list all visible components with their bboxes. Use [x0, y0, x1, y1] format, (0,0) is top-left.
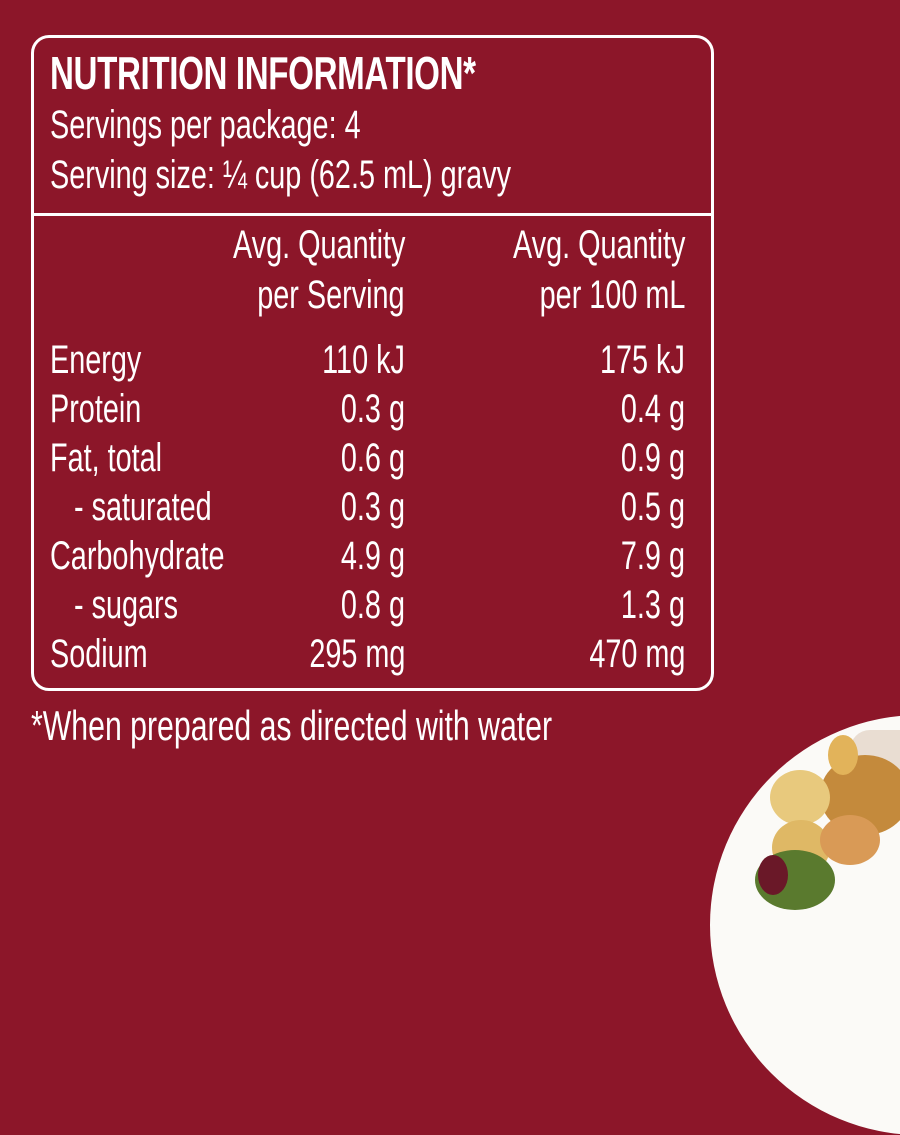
potato	[828, 735, 858, 775]
value-per-100ml: 0.9 g	[620, 436, 685, 480]
panel-title-text: NUTRITION INFORMATION*	[50, 47, 476, 99]
value-per-serving: 0.3 g	[340, 387, 405, 431]
table-row: - sugars 0.8 g 1.3 g	[34, 580, 711, 630]
value-per-serving: 0.6 g	[340, 436, 405, 480]
column-header-line1: Avg. Quantity	[232, 223, 405, 267]
column-header-line2: per Serving	[257, 273, 405, 317]
value-per-serving: 0.3 g	[340, 485, 405, 529]
column-header-line1: Avg. Quantity	[512, 223, 685, 267]
row-label: Sodium	[50, 632, 148, 676]
row-label: Carbohydrate	[50, 534, 225, 578]
value-per-serving: 110 kJ	[322, 338, 405, 382]
value-per-serving: 4.9 g	[340, 534, 405, 578]
value-per-100ml: 175 kJ	[600, 338, 685, 382]
beetroot	[758, 855, 788, 895]
nutrition-panel: NUTRITION INFORMATION* Servings per pack…	[31, 35, 714, 691]
table-row: Carbohydrate 4.9 g 7.9 g	[34, 531, 711, 581]
table-row: Protein 0.3 g 0.4 g	[34, 384, 711, 434]
row-label: Energy	[50, 338, 142, 382]
value-per-100ml: 7.9 g	[620, 534, 685, 578]
value-per-100ml: 0.4 g	[620, 387, 685, 431]
footnote: *When prepared as directed with water	[31, 700, 755, 752]
serving-size-text: Serving size: ¼ cup (62.5 mL) gravy	[50, 153, 512, 197]
value-per-100ml: 470 mg	[588, 632, 685, 676]
row-label: Fat, total	[50, 436, 163, 480]
food-plate-image	[710, 715, 900, 1135]
divider	[34, 213, 711, 216]
panel-title: NUTRITION INFORMATION*	[50, 48, 641, 98]
roast-vegetable	[820, 815, 880, 865]
table-row: Fat, total 0.6 g 0.9 g	[34, 433, 711, 483]
servings-per-package: Servings per package: 4	[50, 102, 481, 148]
potato	[770, 770, 830, 825]
row-label: - saturated	[74, 485, 212, 529]
table-row: Sodium 295 mg 470 mg	[34, 629, 711, 679]
column-header-line2: per 100 mL	[539, 273, 685, 317]
servings-per-package-text: Servings per package: 4	[50, 103, 361, 147]
value-per-100ml: 0.5 g	[620, 485, 685, 529]
column-header-per-100ml: Avg. Quantity per 100 mL	[446, 220, 685, 320]
value-per-serving: 0.8 g	[340, 583, 405, 627]
row-label: - sugars	[74, 583, 179, 627]
row-label: Protein	[50, 387, 142, 431]
table-row: - saturated 0.3 g 0.5 g	[34, 482, 711, 532]
serving-size: Serving size: ¼ cup (62.5 mL) gravy	[50, 152, 690, 198]
value-per-serving: 295 mg	[308, 632, 405, 676]
table-row: Energy 110 kJ 175 kJ	[34, 335, 711, 385]
column-header-per-serving: Avg. Quantity per Serving	[166, 220, 405, 320]
value-per-100ml: 1.3 g	[620, 583, 685, 627]
footnote-text: *When prepared as directed with water	[31, 702, 553, 749]
